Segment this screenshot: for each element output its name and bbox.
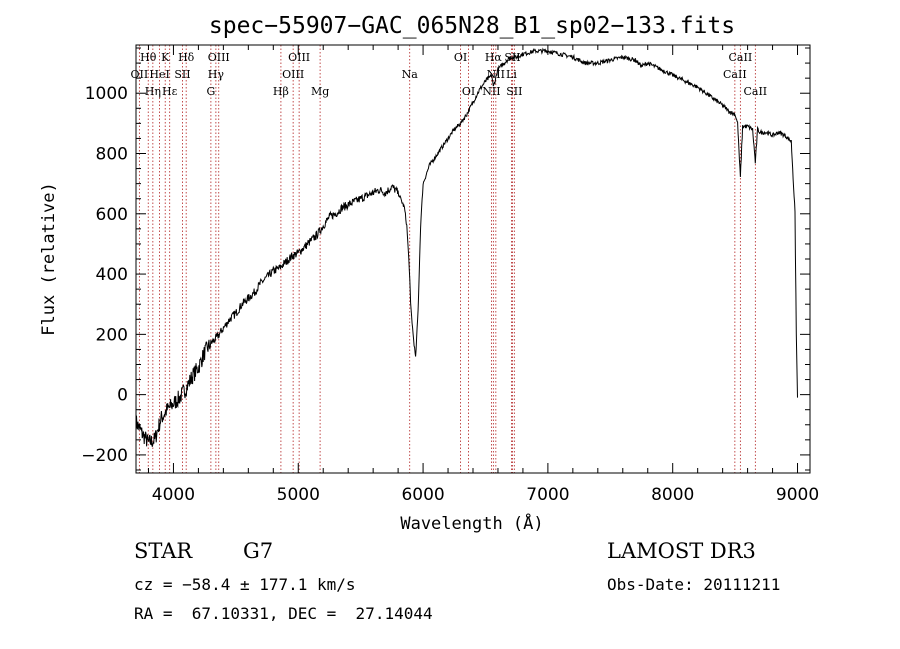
survey-name: LAMOST DR3	[607, 539, 756, 563]
marker-label-Na: Na	[402, 68, 419, 81]
marker-label-G: G	[206, 85, 215, 98]
y-tick-label: 0	[117, 386, 128, 406]
marker-label-SII: SII	[174, 68, 190, 81]
y-axis-label: Flux (relative)	[39, 182, 59, 336]
spectrum-line	[135, 47, 798, 447]
coordinates: RA = 67.10331, DEC = 27.14044	[134, 604, 433, 623]
marker-label-Hθ: Hθ	[140, 51, 157, 64]
x-tick-label: 8000	[651, 485, 694, 505]
y-tick-label: 200	[96, 325, 128, 345]
marker-label-CaII: CaII	[729, 51, 753, 64]
marker-label-Li: Li	[506, 68, 517, 81]
y-tick-label: 600	[96, 205, 128, 225]
redshift-cz: cz = −58.4 ± 177.1 km/s	[134, 575, 356, 594]
marker-label-Hα: Hα	[485, 51, 503, 64]
spectrum-plot: spec−55907−GAC_065N28_B1_sp02−133.fits H…	[39, 13, 819, 534]
marker-label-Hβ: Hβ	[273, 85, 289, 98]
y-tick-label: 1000	[85, 84, 128, 104]
marker-label-OIII: OIII	[288, 51, 310, 64]
y-axis-ticks: −200 0 200 400 600 800 1000	[81, 47, 810, 471]
marker-label-OI: OI	[454, 51, 467, 64]
plot-frame	[135, 44, 811, 474]
x-axis-ticks: 4000 5000 6000 7000 8000 9000	[147, 45, 819, 505]
marker-label-OII: OII	[131, 68, 149, 81]
x-tick-label: 5000	[277, 485, 320, 505]
marker-label-NII: NII	[482, 85, 500, 98]
chart-title: spec−55907−GAC_065N28_B1_sp02−133.fits	[209, 13, 735, 39]
marker-label-Hε: Hε	[162, 85, 178, 98]
marker-label-NII: NII	[487, 68, 505, 81]
marker-label-Hη: Hη	[145, 85, 161, 98]
line-marker-labels: Hθ OII Hη HeI K Hε SII Hδ G Hγ OIII Hβ OIII OIII Mg Na O…	[131, 51, 768, 98]
marker-label-OIII: OIII	[208, 51, 230, 64]
x-axis-label: Wavelength (Å)	[400, 512, 543, 534]
object-class: STAR	[134, 539, 193, 563]
x-tick-label: 9000	[776, 485, 819, 505]
x-tick-label: 6000	[401, 485, 444, 505]
subclass: G7	[243, 539, 274, 563]
marker-label-Hγ: Hγ	[208, 68, 225, 81]
marker-label-SII: SII	[506, 85, 522, 98]
marker-label-HeI: HeI	[149, 68, 169, 81]
y-tick-label: −200	[81, 446, 128, 466]
y-tick-label: 800	[96, 145, 128, 165]
marker-label-OI: OI	[462, 85, 475, 98]
line-markers	[138, 45, 756, 473]
marker-label-Hδ: Hδ	[178, 51, 195, 64]
obs-date: Obs-Date: 20111211	[607, 575, 781, 594]
marker-label-CaII: CaII	[723, 68, 747, 81]
marker-label-CaII: CaII	[743, 85, 767, 98]
marker-label-Mg: Mg	[311, 85, 329, 98]
marker-label-OIII: OIII	[282, 68, 304, 81]
x-tick-label: 4000	[152, 485, 195, 505]
y-tick-label: 400	[96, 265, 128, 285]
marker-label-K: K	[161, 51, 170, 64]
x-tick-label: 7000	[526, 485, 569, 505]
